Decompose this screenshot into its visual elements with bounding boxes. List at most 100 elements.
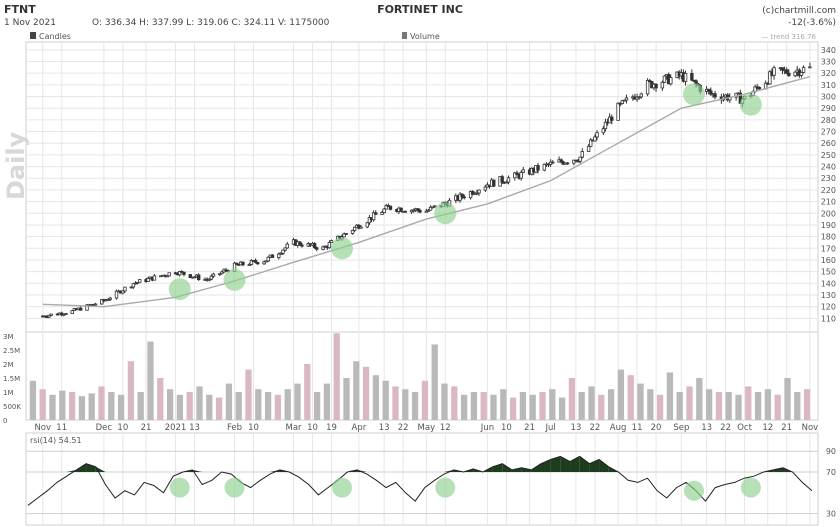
volume-bar [353,361,360,420]
candle [165,275,169,278]
x-tick-label: 19 [326,423,337,433]
source-label: (c)chartmill.com [762,6,836,16]
candle [519,171,523,179]
candle [574,159,578,162]
price-tick-label: 300 [821,93,836,102]
candle [637,96,641,99]
candle [211,273,216,277]
rsi-line [27,455,813,506]
volume-bar [245,369,252,420]
candle [270,254,275,258]
x-tick-label: Oct [737,423,752,433]
candle [399,207,403,212]
highlight-circle [434,202,457,225]
candle [209,275,214,280]
volume-bar [176,394,184,420]
candle [622,99,627,102]
volume-bar [784,378,791,420]
volume-bar [421,380,429,420]
candle [430,206,435,209]
volume-bar [362,366,370,420]
candle [645,80,650,95]
candle [315,247,319,250]
volume-bar [343,378,350,420]
rsi-highlight-circle [332,477,353,498]
candle [785,69,789,74]
candle [49,313,53,316]
candle [578,156,582,162]
candle [329,240,334,244]
volume-bar [29,380,37,420]
x-tick-label: 13 [379,423,390,433]
candle [589,139,593,147]
volume-bar [735,394,742,420]
volume-bar [49,394,56,420]
x-axis-ticks: Nov 11 Dec 10 21 2021 13 Feb 10 Mar 10 19 Apr 13 22 May… [34,423,818,433]
volume-bar [392,386,399,420]
x-tick-label: 10 [501,423,512,433]
candle [610,116,614,121]
candle [321,246,325,250]
candle [690,73,694,81]
volume-bar [441,383,448,420]
candle [283,247,287,251]
candle [536,165,540,171]
rsi-label: rsi(14) 54.51 [30,436,82,445]
candle [106,299,110,301]
price-tick-label: 230 [821,174,836,183]
candle [93,303,98,306]
volume-bar [774,394,781,420]
volume-bar [372,375,380,420]
candle [460,193,464,198]
candle [64,313,68,315]
price-tick-label: 330 [821,58,836,67]
x-tick-label: 11 [632,423,643,433]
candles-legend-icon [30,32,36,39]
candle [188,274,192,278]
candle [418,210,422,213]
change-label: -12(-3.6%) [788,18,836,28]
candle [551,161,555,164]
price-tick-label: 340 [821,46,836,55]
candle [669,77,673,85]
candle [521,169,525,173]
candle [772,67,776,76]
volume-bar [186,392,193,420]
volume-bar [803,389,811,420]
x-tick-label: 13 [189,423,200,433]
highlight-circle [682,83,705,106]
volume-bar [745,386,752,420]
candle [483,186,488,191]
candle [801,67,806,73]
candle [572,159,576,164]
candle [475,192,479,195]
candle [167,272,171,277]
volume-bar [235,392,242,420]
x-tick-label: Jun [480,423,494,433]
x-tick-label: Jul [545,423,556,433]
candle [506,177,511,183]
volume-bar [411,392,419,420]
x-tick-label: 11 [56,423,67,433]
x-tick-label: 12 [440,423,451,433]
rsi-tick-label: 90 [826,447,836,456]
x-tick-label: May [418,423,436,433]
volume-bar [470,392,478,420]
price-tick-label: 120 [821,303,836,312]
candle [559,159,563,163]
price-tick-label: 110 [821,314,836,323]
price-tick-label: 200 [821,209,836,218]
volume-bar [647,389,654,420]
volume-bar [607,389,615,420]
candle [500,176,504,183]
candle [426,209,431,212]
rsi-overbought-fill [589,459,600,472]
candle [648,80,652,82]
volume-bar [225,383,233,420]
volume-bar [323,383,331,420]
candle [298,241,302,246]
candle [100,299,104,305]
candle [350,229,355,234]
price-tick-label: 310 [821,81,836,90]
x-tick-label: Mar [286,423,303,433]
